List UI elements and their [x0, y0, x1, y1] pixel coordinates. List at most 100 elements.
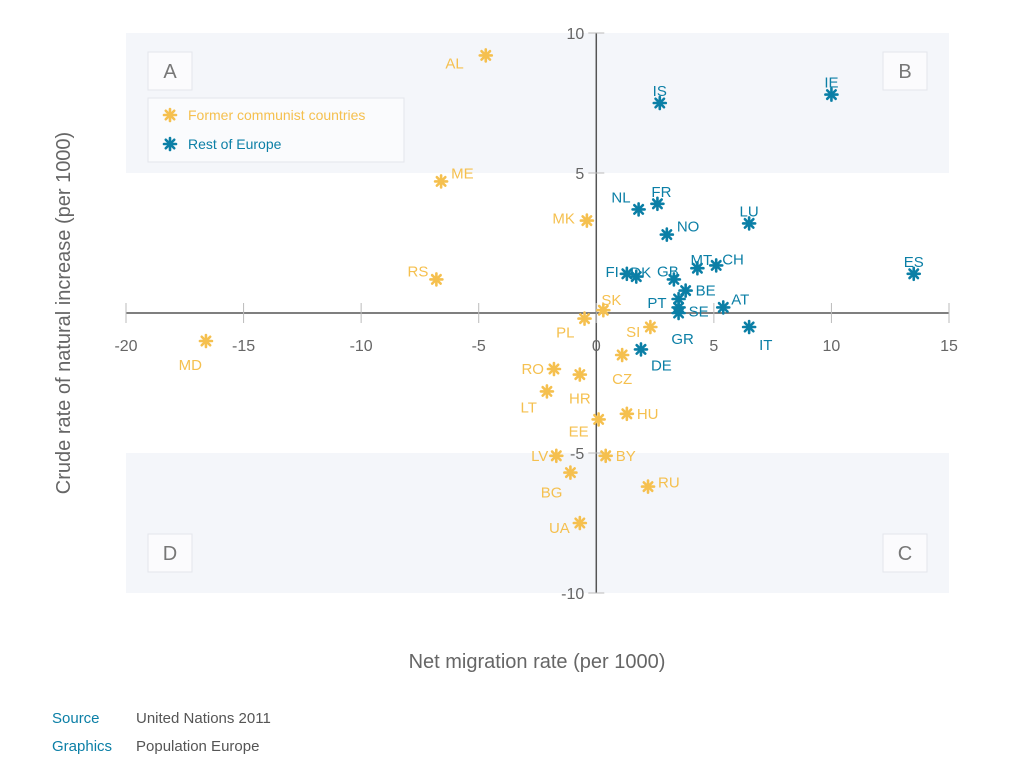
point-label: LV: [531, 448, 548, 465]
quadrant-label: C: [898, 543, 912, 565]
tick-labels: -20 -15 -10 -5 0 5 10 15 10 5 -5 -10: [114, 26, 958, 603]
point-label: LT: [520, 399, 536, 416]
point-marker: [633, 342, 649, 357]
point-label: LU: [740, 203, 759, 220]
point-marker: [563, 465, 578, 480]
graphics-line: Graphics Population Europe: [52, 738, 259, 755]
point-label: FR: [651, 184, 671, 201]
quadrant-label-box: [882, 51, 928, 91]
data-points: AL ME MK RS MD SK PL SI CZ RO HR LT HU EE LV BY BG RU UA IS…: [179, 48, 924, 537]
source-key: Source: [52, 710, 100, 727]
point-marker: [666, 272, 682, 287]
point-marker: [198, 333, 214, 349]
point-label: UA: [549, 520, 570, 537]
point-label: ES: [904, 254, 924, 271]
point-marker: [671, 305, 686, 321]
point-marker: [628, 269, 644, 284]
point-label: IT: [759, 337, 772, 354]
point-label: AT: [731, 291, 749, 308]
point-label: CZ: [612, 371, 632, 388]
x-tick-label: 0: [592, 338, 601, 355]
point-marker: [591, 412, 606, 427]
quadrant-label: B: [898, 61, 911, 83]
x-tick-label: 15: [940, 338, 958, 355]
point-marker: [708, 258, 724, 273]
point-label: IS: [653, 83, 667, 100]
y-tick-label: -10: [561, 586, 584, 603]
point-marker: [643, 319, 658, 335]
point-label: HU: [637, 406, 659, 423]
point-marker: [478, 48, 494, 63]
point-label: FI: [606, 264, 619, 281]
source-line: Source United Nations 2011: [52, 710, 271, 727]
point-label: DE: [651, 357, 672, 374]
x-tick-label: 10: [823, 338, 841, 355]
y-tick-label: 10: [566, 26, 584, 43]
point-marker: [614, 347, 630, 363]
point-marker: [549, 448, 564, 464]
point-label: MD: [179, 357, 202, 374]
point-label: CH: [722, 251, 744, 268]
series-1: IS IE NL FR NO LU MT CH ES FI DK GB BE PT SE AT GR IT DE: [606, 75, 924, 375]
point-marker: [690, 260, 705, 276]
quadrant-labels: A B C D: [147, 51, 928, 573]
point-marker: [598, 448, 613, 464]
point-label: BY: [616, 448, 636, 465]
point-label: MK: [552, 211, 575, 228]
legend-label: Rest of Europe: [188, 136, 282, 152]
point-marker: [678, 283, 693, 298]
graphics-key: Graphics: [52, 738, 113, 755]
point-marker: [652, 95, 668, 111]
point-marker: [650, 196, 665, 212]
source-value: United Nations 2011: [136, 710, 271, 727]
point-marker: [659, 227, 675, 242]
series-0: AL ME MK RS MD SK PL SI CZ RO HR LT HU EE LV BY BG RU UA: [179, 48, 680, 537]
point-marker: [741, 319, 757, 335]
point-marker: [577, 311, 592, 326]
point-label: SK: [601, 292, 621, 309]
point-label: RO: [521, 361, 544, 378]
x-tick-label: -5: [472, 338, 486, 355]
x-tick-label: -20: [114, 338, 137, 355]
quadrant-label: D: [163, 543, 177, 565]
legend-box: [147, 97, 405, 163]
quadrant-band-bottom: [126, 453, 949, 593]
y-tick-label: -5: [570, 446, 584, 463]
point-label: IE: [824, 75, 838, 92]
point-label: RS: [408, 263, 429, 280]
point-label: BG: [541, 485, 563, 502]
point-label: SI: [626, 324, 640, 341]
point-marker: [631, 202, 646, 217]
legend-marker: [162, 107, 178, 123]
point-marker: [619, 406, 635, 422]
point-label: ME: [451, 165, 474, 182]
point-label: SE: [689, 303, 709, 320]
point-marker: [546, 361, 562, 377]
point-marker: [572, 515, 588, 531]
point-label: MT: [691, 252, 713, 269]
point-marker: [539, 384, 555, 399]
quadrant-label: A: [163, 61, 177, 83]
point-marker: [572, 367, 588, 382]
point-marker: [433, 174, 449, 189]
quadrant-label-box: [882, 533, 928, 573]
graphics-value: Population Europe: [136, 738, 260, 755]
point-label: HR: [569, 391, 591, 408]
y-tick-label: 5: [575, 166, 584, 183]
point-marker: [596, 302, 611, 318]
x-tick-label: -10: [350, 338, 373, 355]
point-marker: [579, 213, 595, 228]
point-label: GR: [671, 331, 694, 348]
point-marker: [741, 216, 757, 231]
point-label: AL: [445, 55, 463, 72]
point-label: GB: [657, 263, 679, 280]
point-marker: [640, 479, 656, 494]
x-tick-label: -15: [232, 338, 255, 355]
point-label: PT: [647, 295, 666, 312]
quadrant-label-box: [147, 51, 193, 91]
point-label: NO: [677, 219, 700, 236]
point-marker: [906, 266, 922, 282]
point-label: DK: [630, 265, 651, 282]
legend-label: Former communist countries: [188, 107, 365, 123]
point-label: NL: [611, 189, 630, 206]
